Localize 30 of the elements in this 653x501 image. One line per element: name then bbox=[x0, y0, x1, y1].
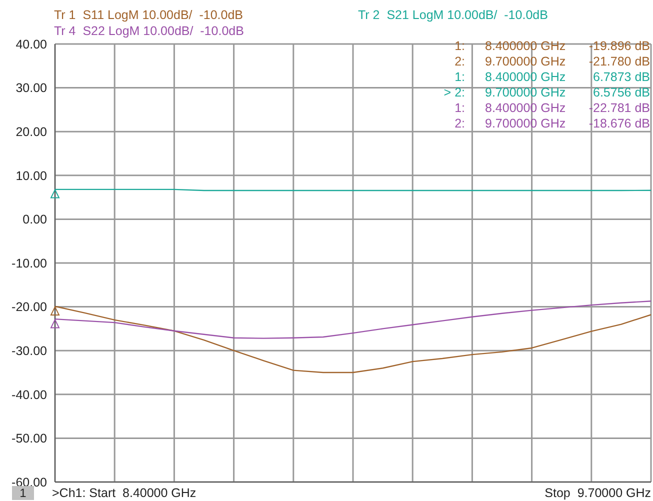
annotation: 6.5756 dB bbox=[593, 86, 650, 100]
annotation: 9.700000 GHz bbox=[485, 86, 566, 100]
text: 1 bbox=[12, 486, 34, 500]
annotation: 1: bbox=[454, 70, 465, 84]
text: Stop 9.70000 GHz bbox=[544, 486, 651, 500]
y-tick-label: -10.00 bbox=[12, 256, 48, 270]
y-tick-label: 30.00 bbox=[16, 81, 48, 96]
annotation: 1: bbox=[454, 39, 465, 53]
annotation: 2: bbox=[454, 54, 465, 68]
annotation: -21.780 dB bbox=[588, 54, 650, 68]
y-tick-label: 20.00 bbox=[16, 125, 48, 140]
y-tick-label: -40.00 bbox=[12, 388, 48, 402]
y-tick-label: 10.00 bbox=[16, 168, 48, 183]
y-tick-label: -30.00 bbox=[12, 344, 48, 358]
annotation: 8.400000 GHz bbox=[485, 39, 566, 53]
annotation: -19.896 dB bbox=[588, 39, 650, 53]
text: >Ch1: Start 8.40000 GHz bbox=[52, 486, 196, 500]
annotation: 2: bbox=[454, 116, 465, 130]
annotation: 6.7873 dB bbox=[593, 70, 650, 84]
y-tick-label: -20.00 bbox=[12, 300, 48, 314]
text: Tr 2 S21 LogM 10.00dB/ -10.0dB bbox=[358, 8, 548, 22]
annotation: 1: bbox=[454, 101, 465, 115]
annotation: > 2: bbox=[444, 86, 465, 100]
y-tick-label: 0.00 bbox=[22, 212, 48, 227]
text: Tr 4 S22 LogM 10.00dB/ -10.0dB bbox=[54, 24, 244, 38]
y-tick-label: -50.00 bbox=[12, 432, 48, 446]
annotation: 9.700000 GHz bbox=[485, 54, 566, 68]
annotation: 8.400000 GHz bbox=[485, 70, 566, 84]
y-tick-label: 40.00 bbox=[16, 37, 48, 52]
text: Tr 1 S11 LogM 10.00dB/ -10.0dB bbox=[54, 8, 244, 22]
